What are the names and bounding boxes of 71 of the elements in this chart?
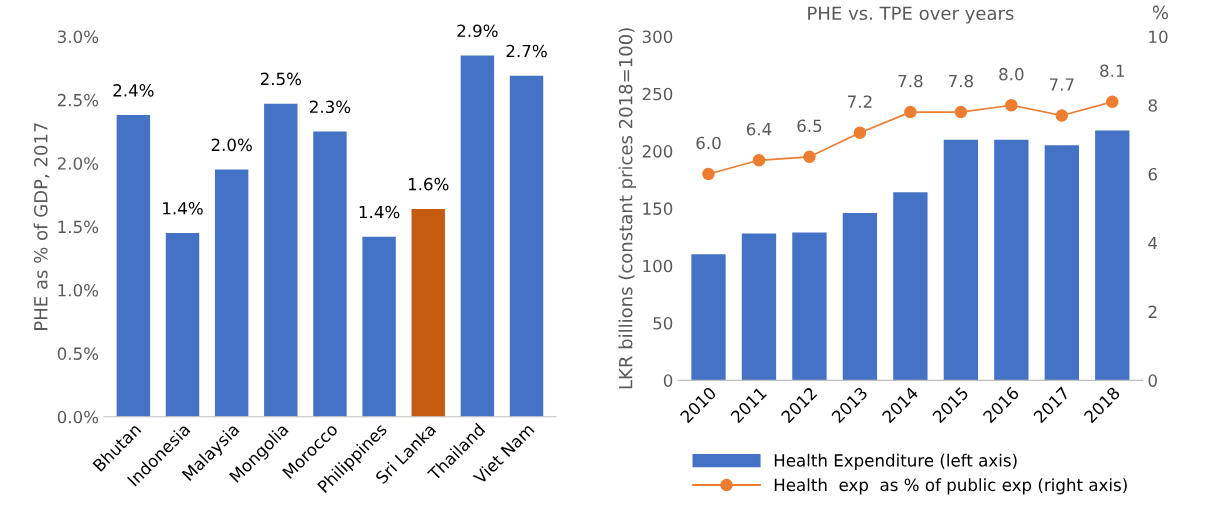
y-tick-label: 2.5% <box>57 93 99 107</box>
bar <box>691 254 726 381</box>
y-tick-label: 1.0% <box>58 283 99 297</box>
bar <box>460 55 495 417</box>
y-axis-title: PHE as % of GDP, 2017 <box>33 123 50 330</box>
data-label: 2.7% <box>506 44 547 58</box>
legend-label: Health Expenditure (left axis) <box>774 453 1017 470</box>
bar <box>411 208 445 417</box>
bar <box>741 233 777 381</box>
y2-tick-label: 2 <box>1148 305 1157 318</box>
y-tick-label: 250 <box>642 87 673 101</box>
bar <box>214 169 249 417</box>
bar <box>362 236 396 417</box>
y-tick-label: 0.5% <box>57 347 99 360</box>
bar <box>1044 145 1079 381</box>
bar <box>943 139 979 381</box>
bar <box>842 212 878 381</box>
y-tick-label: 0.0% <box>57 410 99 424</box>
y-tick-label: 0 <box>663 374 673 387</box>
y-tick-label: 150 <box>643 202 673 215</box>
point <box>1055 109 1069 122</box>
y-tick-label: 100 <box>643 259 673 273</box>
bar <box>792 232 827 381</box>
y-tick-label: 200 <box>642 145 673 158</box>
bar <box>994 139 1029 381</box>
point <box>1005 98 1018 112</box>
data-label: 1.4% <box>163 201 203 215</box>
bar <box>509 75 544 417</box>
point <box>904 105 917 119</box>
data-label: 6.0 <box>696 136 721 150</box>
data-label: 6.4 <box>746 122 772 136</box>
data-label: 6.5 <box>797 119 822 133</box>
legend-label: Health exp as % of public exp (right axis) <box>774 478 1127 495</box>
y2-tick-label: 6 <box>1148 167 1157 181</box>
y-tick-label: 300 <box>642 30 673 44</box>
bar <box>893 192 928 381</box>
data-label: 8.0 <box>999 67 1024 81</box>
y2-axis-title: % <box>1152 5 1169 20</box>
y-tick-label: 3.0% <box>57 30 99 44</box>
y2-tick-label: 4 <box>1148 236 1158 250</box>
point <box>1106 95 1119 109</box>
y-axis-title: LKR billions (constant prices 2018=100) <box>618 28 636 389</box>
y2-tick-label: 10 <box>1149 30 1168 44</box>
bar <box>1095 130 1130 381</box>
data-label: 8.1 <box>1100 64 1124 78</box>
data-label: 7.8 <box>948 74 973 88</box>
point <box>803 150 816 164</box>
data-label: 2.9% <box>457 24 498 38</box>
y-tick-label: 50 <box>653 316 673 330</box>
point <box>702 167 715 181</box>
data-label: 7.7 <box>1049 78 1074 91</box>
bar <box>165 232 200 417</box>
y2-tick-label: 0 <box>1148 374 1157 387</box>
chart-title: PHE vs. TPE over years <box>808 6 1014 24</box>
bar <box>264 103 298 417</box>
data-label: 7.2 <box>848 95 872 108</box>
y2-tick-label: 8 <box>1148 99 1157 112</box>
data-label: 7.8 <box>898 74 923 88</box>
data-label: 1.4% <box>359 205 400 219</box>
data-label: 1.6% <box>408 177 449 191</box>
point <box>752 154 766 167</box>
data-label: 2.0% <box>211 138 252 152</box>
data-label: 2.5% <box>260 72 302 86</box>
bar <box>116 115 151 417</box>
y-tick-label: 1.5% <box>58 220 99 234</box>
y-tick-label: 2.0% <box>57 157 99 170</box>
bar <box>313 131 347 417</box>
data-label: 2.4% <box>113 84 154 97</box>
point <box>954 105 968 119</box>
data-label: 2.3% <box>309 100 351 114</box>
point <box>853 126 867 140</box>
